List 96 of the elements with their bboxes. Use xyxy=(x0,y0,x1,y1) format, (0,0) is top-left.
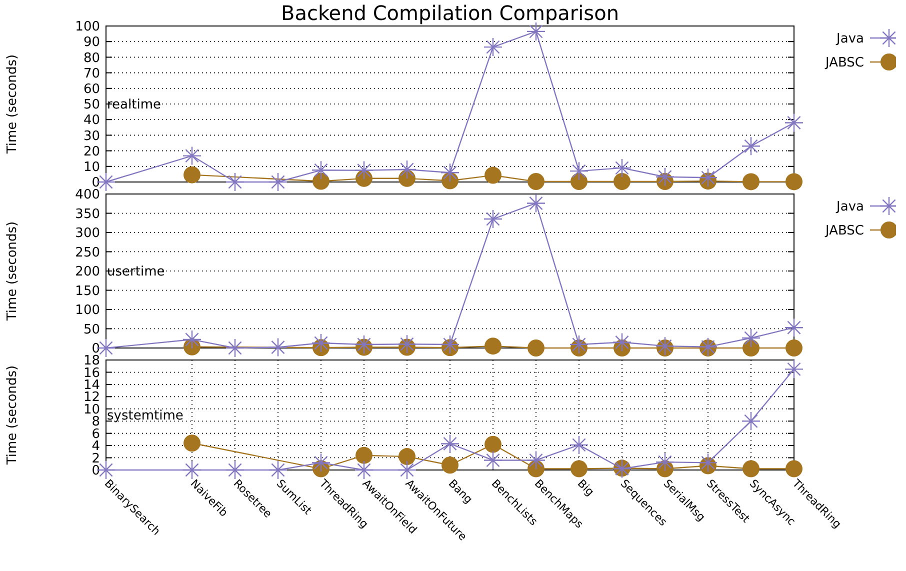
y-tick-label: 12 xyxy=(83,390,100,406)
point xyxy=(526,450,546,470)
y-tick-label: 0 xyxy=(92,464,100,479)
point xyxy=(655,167,675,186)
point xyxy=(398,448,416,466)
point xyxy=(483,37,503,57)
y-tick-label: 6 xyxy=(92,426,100,442)
y-tick-label: 250 xyxy=(75,245,100,260)
point xyxy=(786,340,802,356)
legend-label: JABSC xyxy=(824,56,864,71)
chart-title: Backend Compilation Comparison xyxy=(280,1,620,25)
y-tick-label: 30 xyxy=(83,128,100,144)
y-axis-title: Time (seconds) xyxy=(5,221,20,322)
point xyxy=(442,456,458,474)
point xyxy=(786,173,802,190)
y-tick-label: 90 xyxy=(83,35,100,50)
point xyxy=(698,168,718,188)
point xyxy=(225,172,245,192)
y-tick-label: 100 xyxy=(75,303,100,318)
point xyxy=(311,453,331,472)
point xyxy=(397,334,417,354)
point xyxy=(484,166,502,184)
point xyxy=(784,113,804,132)
point xyxy=(182,460,202,480)
point xyxy=(440,163,460,182)
point xyxy=(184,166,200,184)
point xyxy=(184,434,200,452)
y-tick-label: 100 xyxy=(75,20,100,35)
y-tick-label: 60 xyxy=(83,82,100,97)
point xyxy=(311,160,331,180)
point xyxy=(484,436,502,453)
point xyxy=(354,460,374,480)
point xyxy=(784,360,804,379)
y-tick-label: 350 xyxy=(75,206,100,222)
annotation: systemtime xyxy=(107,408,184,424)
legend-label: JABSC xyxy=(824,224,864,239)
y-tick-label: 50 xyxy=(83,98,100,113)
point xyxy=(440,334,460,354)
point xyxy=(483,209,503,229)
y-tick-label: 16 xyxy=(83,366,100,381)
annotation: realtime xyxy=(107,98,162,113)
point xyxy=(483,450,503,470)
point xyxy=(528,173,544,190)
point xyxy=(484,338,502,355)
point xyxy=(614,173,630,190)
point xyxy=(698,453,718,472)
annotation: usertime xyxy=(107,264,165,280)
point xyxy=(225,460,245,480)
point xyxy=(182,146,202,166)
point xyxy=(741,412,761,431)
point xyxy=(742,460,760,478)
point xyxy=(526,194,546,213)
point xyxy=(655,336,675,356)
point xyxy=(569,435,589,455)
y-tick-label: 200 xyxy=(75,264,100,280)
y-tick-label: 400 xyxy=(75,188,100,203)
point xyxy=(569,334,589,354)
y-tick-label: 150 xyxy=(75,284,100,299)
y-tick-label: 10 xyxy=(83,160,100,175)
y-axis-title: Time (seconds) xyxy=(5,54,20,155)
point xyxy=(397,460,417,480)
point xyxy=(741,136,761,156)
point xyxy=(528,340,544,356)
point xyxy=(570,460,588,478)
point xyxy=(312,172,330,190)
y-tick-label: 80 xyxy=(83,50,100,66)
legend-label: Java xyxy=(836,32,864,47)
y-tick-label: 50 xyxy=(83,322,100,338)
point xyxy=(397,160,417,180)
point xyxy=(742,173,760,190)
point xyxy=(440,434,460,454)
point xyxy=(655,452,675,472)
point xyxy=(268,338,288,357)
point xyxy=(311,333,331,353)
legend-label: Java xyxy=(836,200,864,215)
point xyxy=(741,328,761,348)
point xyxy=(354,334,374,354)
y-tick-label: 2 xyxy=(92,451,100,466)
y-axis-title: Time (seconds) xyxy=(5,365,20,466)
y-tick-label: 300 xyxy=(75,226,100,242)
point xyxy=(612,158,632,178)
point xyxy=(268,172,288,192)
point xyxy=(784,318,804,338)
point xyxy=(354,160,374,180)
point xyxy=(182,330,202,350)
point xyxy=(742,340,760,356)
y-tick-label: 70 xyxy=(83,66,100,82)
y-tick-label: 20 xyxy=(83,144,100,160)
point xyxy=(786,460,802,478)
y-tick-label: 40 xyxy=(83,113,100,128)
point xyxy=(569,161,589,181)
point xyxy=(356,446,372,464)
point xyxy=(570,173,588,190)
point xyxy=(612,332,632,352)
point xyxy=(268,460,288,480)
point xyxy=(225,338,245,358)
